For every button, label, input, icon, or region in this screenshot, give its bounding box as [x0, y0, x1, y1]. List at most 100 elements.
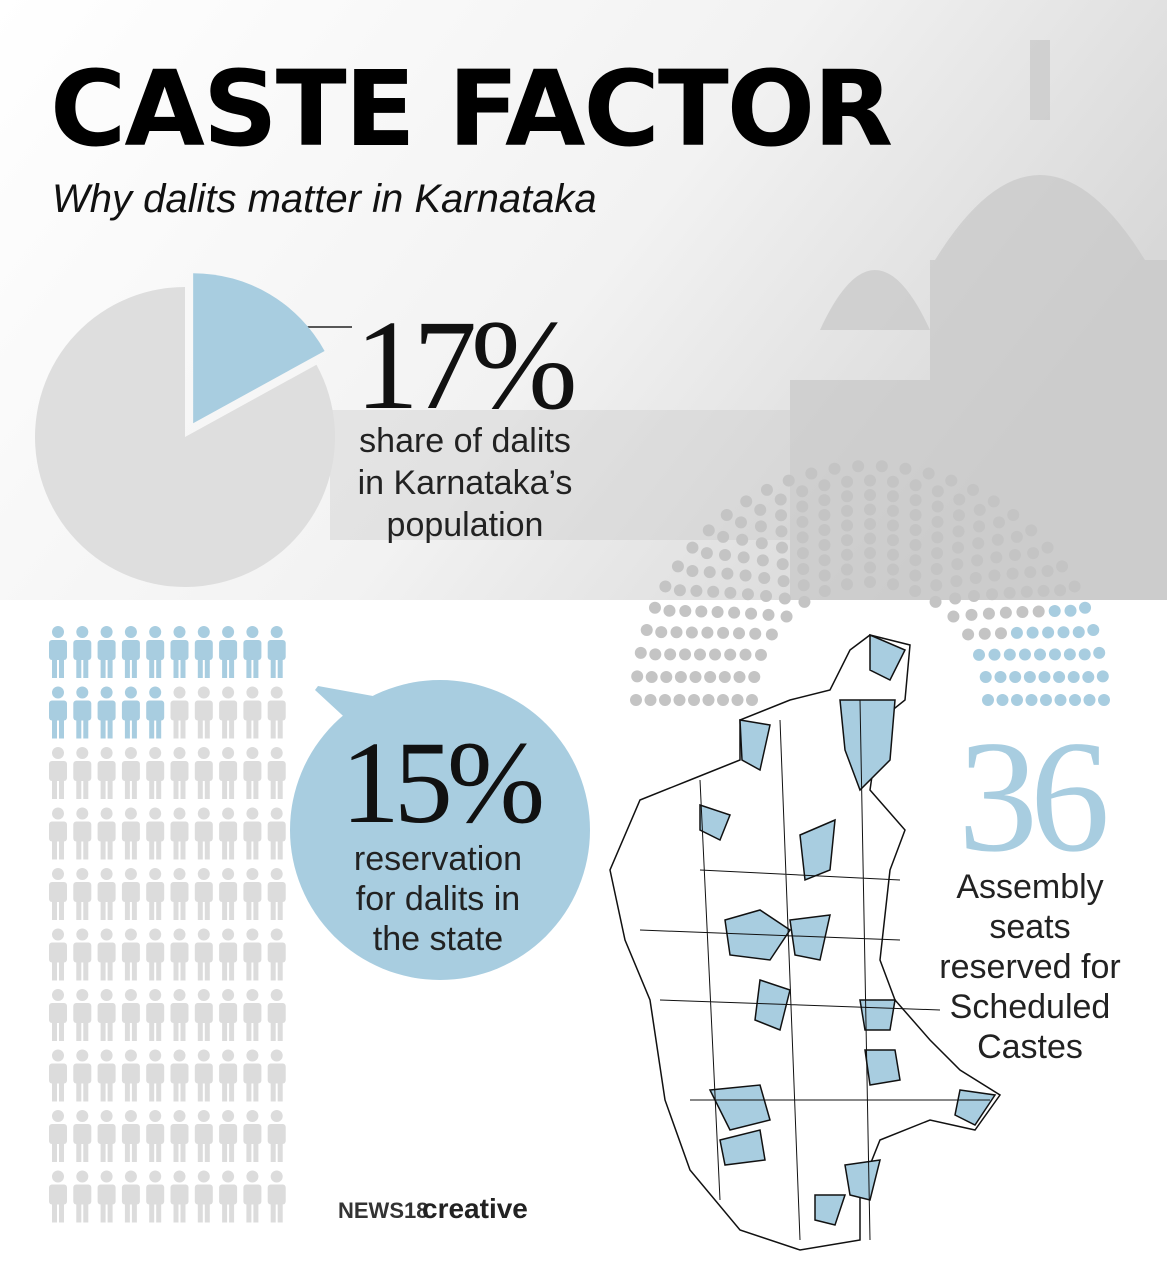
seat [709, 648, 722, 661]
person-icon [121, 747, 140, 799]
seat [728, 606, 741, 619]
person-icon [243, 807, 262, 860]
seat [1078, 648, 1091, 661]
person-icon [243, 686, 262, 739]
seat [1048, 605, 1061, 618]
seat [775, 509, 788, 522]
seat [674, 671, 687, 684]
caption: share of dalits [359, 422, 571, 460]
seat [685, 626, 698, 639]
caption: for dalits in [356, 880, 520, 918]
seat [1027, 547, 1040, 560]
seat [967, 590, 980, 603]
seat [733, 670, 746, 683]
seat [899, 462, 912, 475]
seat [953, 493, 966, 506]
caption: the state [373, 920, 503, 958]
person-icon [73, 1170, 92, 1223]
seat [1096, 670, 1109, 683]
person-icon [170, 928, 189, 981]
seat [797, 579, 810, 592]
person-icon [121, 928, 140, 981]
seat [1016, 606, 1029, 618]
caption: reserved for [939, 948, 1120, 986]
seat [1040, 694, 1052, 706]
person-icon [267, 1049, 286, 1102]
seat [777, 575, 790, 588]
caption: in Karnataka’s [358, 464, 573, 502]
seat [978, 627, 991, 640]
person-icon [49, 747, 67, 799]
person-icon [146, 868, 165, 920]
seat [1038, 671, 1051, 684]
seat [1008, 549, 1021, 562]
seat [664, 648, 677, 661]
seat [965, 608, 978, 621]
person-icon [170, 1049, 189, 1102]
seat [864, 532, 876, 545]
person-icon [243, 868, 262, 920]
seat [1025, 694, 1038, 706]
seat [840, 578, 853, 591]
seat [1068, 580, 1081, 593]
seat [776, 541, 788, 554]
person-icon [243, 1110, 262, 1162]
person-icon [219, 989, 238, 1041]
seat [1053, 671, 1066, 684]
seat [999, 606, 1012, 619]
seat [754, 648, 767, 661]
person-icon [146, 1170, 165, 1223]
person-icon [219, 1049, 238, 1102]
seat [717, 626, 730, 639]
seat [864, 547, 876, 559]
seat [1054, 584, 1067, 597]
person-icon [243, 747, 262, 799]
seat [972, 537, 985, 550]
person-icon [121, 686, 140, 739]
seat [707, 585, 720, 598]
seat [864, 518, 876, 530]
seat [1093, 646, 1106, 659]
caption: Assembly [956, 868, 1103, 906]
subtitle: Why dalits matter in Karnataka [52, 177, 597, 221]
person-icon [194, 989, 213, 1041]
seat [841, 504, 854, 517]
person-icon [243, 928, 262, 981]
seat [1072, 626, 1085, 639]
seat [1064, 604, 1077, 617]
seat [1069, 694, 1081, 706]
person-icon [97, 626, 116, 678]
seat [886, 534, 899, 547]
person-icon [146, 686, 165, 739]
seat [909, 523, 922, 536]
seat [909, 539, 922, 552]
seat [721, 567, 734, 580]
seat [796, 515, 809, 528]
person-icon [219, 747, 238, 799]
seat [1083, 694, 1096, 706]
seat [745, 607, 758, 620]
map [609, 633, 1002, 1251]
seat [780, 610, 793, 623]
person-icon [267, 868, 286, 920]
person-icon [146, 928, 165, 981]
person-icon [49, 868, 67, 920]
person-icon [121, 989, 140, 1041]
caption: population [387, 506, 544, 544]
seat [886, 475, 899, 488]
person-icon [219, 928, 238, 981]
person-icon [146, 626, 165, 678]
seat [1037, 584, 1050, 597]
seat [724, 586, 737, 599]
seat [1041, 541, 1054, 554]
person-icon [121, 1049, 140, 1102]
seat [818, 569, 831, 582]
person-icon [73, 928, 92, 981]
seat [1020, 585, 1033, 598]
seat [950, 575, 963, 588]
person-icon [97, 868, 116, 920]
person-icon [219, 686, 238, 739]
seat [982, 694, 994, 706]
seat [951, 558, 964, 571]
